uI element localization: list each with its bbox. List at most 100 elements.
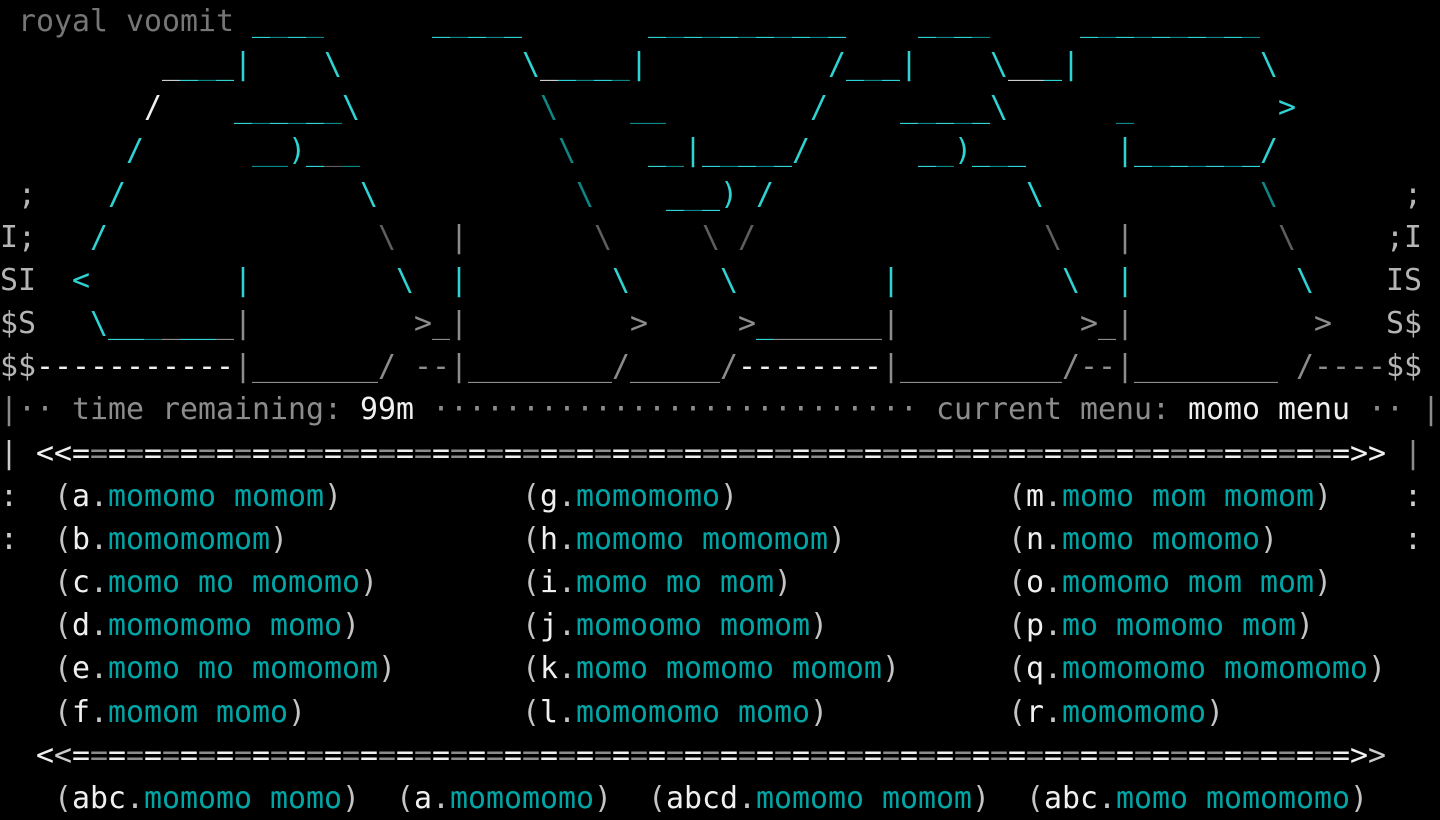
bottom-menu-item-abc-3[interactable]: (abc.momo momomomo) [1026, 777, 1368, 820]
ascii-art-char: _ [1242, 133, 1260, 169]
ascii-art-segment: | [234, 262, 252, 298]
menu-item-c[interactable]: (c.momo mo momomo) [54, 561, 378, 604]
fill-char: = [1170, 435, 1188, 471]
menu-item-key: d [72, 608, 90, 644]
ascii-art-segment: _____ [702, 129, 792, 172]
separator-fill: ========================================… [72, 734, 1350, 777]
menu-item-key: i [540, 565, 558, 601]
key-separator: . [1044, 478, 1062, 514]
menu-item-j[interactable]: (j.momoomo momom) [522, 604, 828, 647]
ascii-art-segment: ;I [1386, 219, 1422, 255]
ascii-art-char: _ [1008, 133, 1026, 169]
ascii-art-segment: > [1278, 90, 1296, 126]
ascii-art-segment: _ [1044, 47, 1062, 83]
ascii-art-segment: ___ [846, 43, 900, 86]
bottom-menu-item-abcd-2[interactable]: (abcd.momomo momom) [648, 777, 990, 820]
ascii-art-segment: / [90, 219, 108, 255]
close-paren: ) [1295, 608, 1314, 644]
bracket-char: > [1368, 737, 1386, 773]
menu-item-l[interactable]: (l.momomomo momo) [522, 691, 828, 734]
fill-char: = [162, 737, 180, 773]
menu-item-label: momom momo [108, 694, 288, 730]
fill-char: = [306, 435, 324, 471]
close-paren: ) [1367, 651, 1386, 687]
key-separator: . [90, 694, 108, 730]
ascii-art-char: _ [720, 4, 738, 39]
fill-char: = [1044, 435, 1062, 471]
menu-item-k[interactable]: (k.momo momomo momom) [522, 647, 900, 690]
ascii-art-segment: ____ [558, 43, 630, 86]
fill-char: = [432, 737, 450, 773]
ascii-art-segment: _ [1116, 90, 1134, 126]
ascii-art-segment: ) [720, 176, 738, 212]
ascii-art-segment: | [1116, 306, 1134, 342]
menu-item-key: f [72, 694, 90, 730]
fill-char: = [1062, 737, 1080, 773]
bottom-menu-item-a-1[interactable]: (a.momomomo) [396, 777, 612, 820]
menu-item-r[interactable]: (r.momomomo) [1008, 691, 1224, 734]
bottom-menu-item-abc-0[interactable]: (abc.momomo momo) [54, 777, 360, 820]
ascii-art-segment: \ [612, 262, 630, 298]
ascii-art-segment: | [450, 349, 468, 385]
menu-item-b[interactable]: (b.momomomom) [54, 518, 288, 561]
ascii-art-segment: | [1116, 349, 1134, 385]
ascii-art-segment: / [1260, 133, 1278, 169]
key-separator: . [1044, 694, 1062, 730]
fill-char: = [648, 435, 666, 471]
fill-char: = [1206, 737, 1224, 773]
ascii-art-segment: \ [324, 47, 342, 83]
menu-item-i[interactable]: (i.momo mo mom) [522, 561, 792, 604]
fill-char: = [144, 737, 162, 773]
menu-item-q[interactable]: (q.momomomo momomomo) [1008, 647, 1386, 690]
ascii-art-char: _ [846, 47, 864, 83]
menu-item-key: b [72, 521, 90, 557]
menu-item-p[interactable]: (p.mo momomo mom) [1008, 604, 1314, 647]
fill-char: = [504, 435, 522, 471]
ascii-art-char: _ [684, 176, 702, 212]
menu-item-e[interactable]: (e.momo mo momomom) [54, 647, 396, 690]
ascii-art-segment: \ [1062, 262, 1080, 298]
close-paren: ) [341, 608, 360, 644]
ascii-art-segment: / [378, 349, 396, 385]
ascii-art-char: _ [252, 90, 270, 126]
ascii-art-char: _ [918, 90, 936, 126]
fill-char: = [1296, 737, 1314, 773]
ascii-art-segment: < [72, 262, 90, 298]
menu-item-g[interactable]: (g.momomomo) [522, 475, 738, 518]
menu-item-m[interactable]: (m.momo mom momom) [1008, 475, 1332, 518]
ascii-art-segment: | [450, 219, 468, 255]
menu-item-h[interactable]: (h.momomo momomom) [522, 518, 846, 561]
fill-char: = [360, 435, 378, 471]
fill-char: = [864, 737, 882, 773]
menu-item-o[interactable]: (o.momomo mom mom) [1008, 561, 1332, 604]
fill-char: = [756, 435, 774, 471]
fill-char: = [324, 737, 342, 773]
close-paren: ) [971, 780, 990, 816]
open-paren: ( [522, 651, 540, 687]
ascii-art-segment: __ [1008, 47, 1044, 83]
ascii-art-segment: \ [1026, 176, 1044, 212]
ascii-art-segment: __ [918, 129, 954, 172]
fill-char: = [216, 435, 234, 471]
ascii-art-char: _ [1098, 4, 1116, 39]
menu-item-key: k [540, 651, 558, 687]
separator-right-bracket: >> [1350, 432, 1386, 475]
ascii-art-char: _ [1224, 133, 1242, 169]
ascii-art-segment: \ [1260, 47, 1278, 83]
menu-item-a[interactable]: (a.momomo momom) [54, 475, 342, 518]
fill-char: = [702, 737, 720, 773]
ascii-art-char: _ [270, 4, 288, 39]
ascii-art-segment: / [144, 90, 162, 126]
fill-char: = [576, 737, 594, 773]
key-separator: . [1098, 780, 1116, 816]
menu-item-key: a [72, 478, 90, 514]
fill-char: = [1116, 435, 1134, 471]
menu-item-n[interactable]: (n.momo momomo) [1008, 518, 1278, 561]
fill-char: = [270, 435, 288, 471]
fill-char: = [1152, 737, 1170, 773]
menu-item-d[interactable]: (d.momomomo momo) [54, 604, 360, 647]
ascii-art-segment: ----------- [36, 349, 234, 385]
fill-char: = [72, 737, 90, 773]
menu-item-f[interactable]: (f.momom momo) [54, 691, 306, 734]
fill-char: = [972, 737, 990, 773]
